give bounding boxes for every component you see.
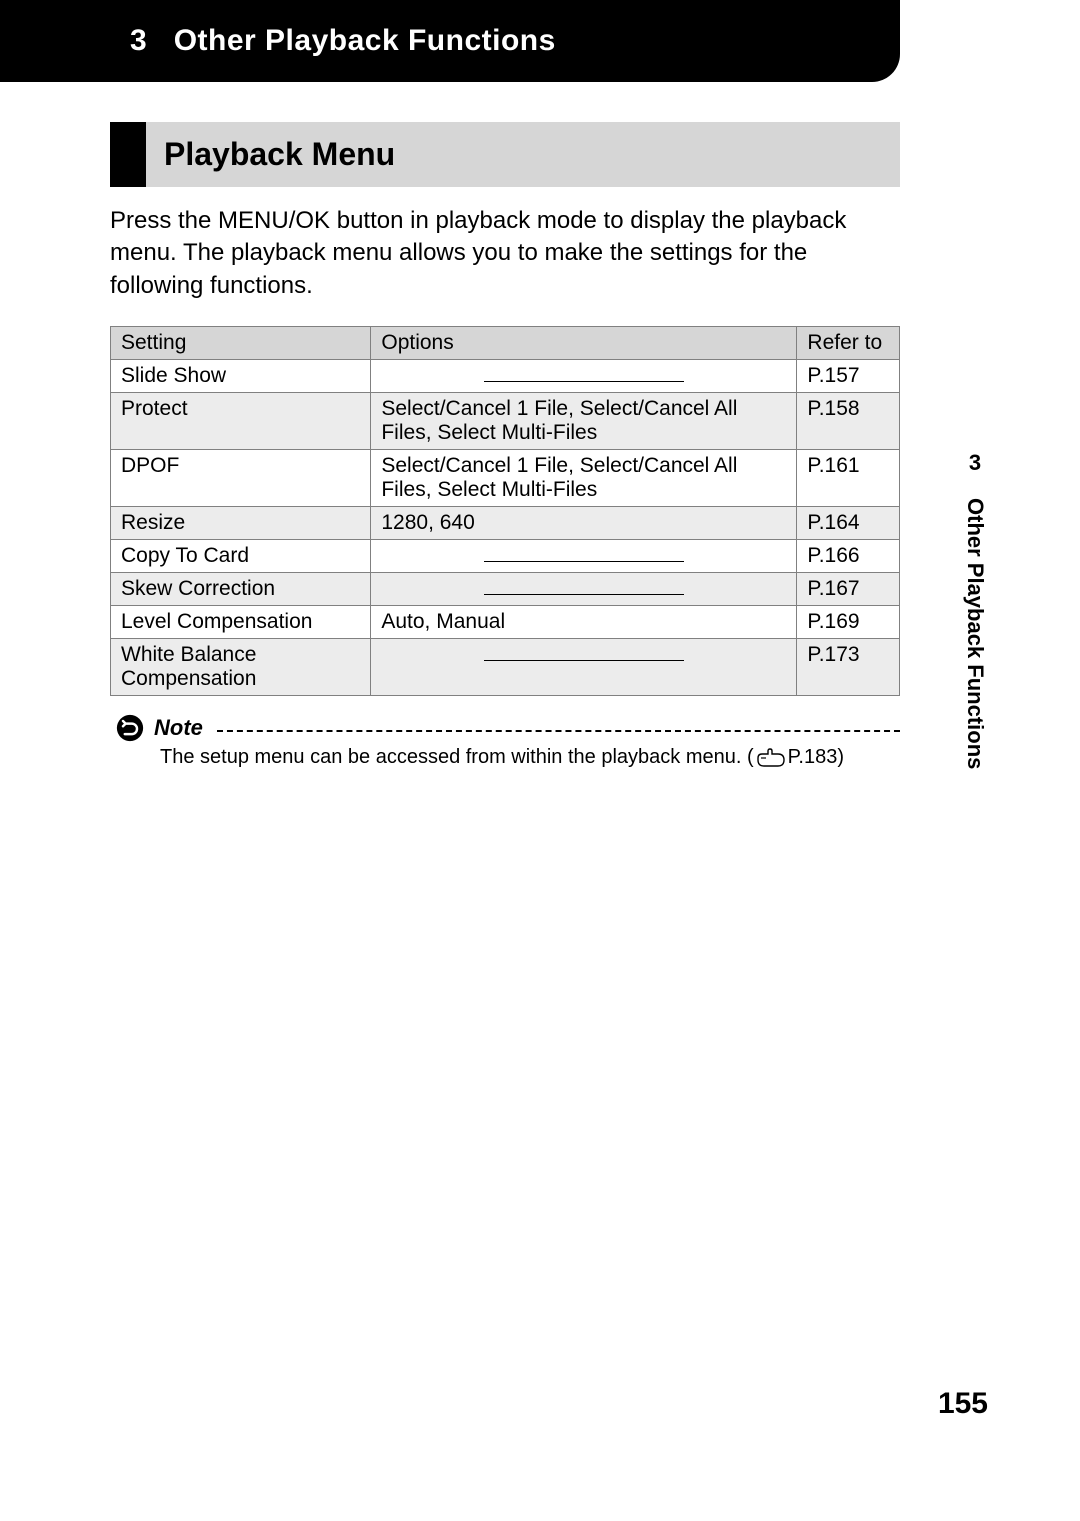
section-mark xyxy=(110,122,146,187)
cell-options xyxy=(371,360,797,393)
cell-refer: P.161 xyxy=(797,450,900,507)
note-ref-page: P.183 xyxy=(788,746,838,768)
table-row: Level CompensationAuto, ManualP.169 xyxy=(111,606,900,639)
note-block: Note The setup menu can be accessed from… xyxy=(110,714,900,769)
chapter-header: 3 Other Playback Functions xyxy=(0,0,900,82)
note-text: The setup menu can be accessed from with… xyxy=(116,742,900,769)
table-row: White Balance Compensation P.173 xyxy=(111,639,900,696)
cell-refer: P.157 xyxy=(797,360,900,393)
cell-options: Auto, Manual xyxy=(371,606,797,639)
col-refer: Refer to xyxy=(797,327,900,360)
cell-options: Select/Cancel 1 File, Select/Cancel All … xyxy=(371,393,797,450)
cell-setting: Level Compensation xyxy=(111,606,371,639)
table-row: Resize1280, 640P.164 xyxy=(111,507,900,540)
cell-refer: P.158 xyxy=(797,393,900,450)
col-setting: Setting xyxy=(111,327,371,360)
cell-options xyxy=(371,639,797,696)
page-number: 155 xyxy=(938,1387,988,1421)
table-header-row: Setting Options Refer to xyxy=(111,327,900,360)
note-dash-rule xyxy=(217,730,900,732)
table-row: Copy To Card P.166 xyxy=(111,540,900,573)
side-tab-text: Other Playback Functions xyxy=(962,498,988,769)
chapter-title: Other Playback Functions xyxy=(174,24,556,57)
cell-refer: P.164 xyxy=(797,507,900,540)
table-row: ProtectSelect/Cancel 1 File, Select/Canc… xyxy=(111,393,900,450)
cell-setting: Skew Correction xyxy=(111,573,371,606)
empty-dash-icon xyxy=(484,561,684,562)
empty-dash-icon xyxy=(484,660,684,661)
section-bar: Playback Menu xyxy=(110,122,900,187)
note-icon xyxy=(116,714,144,742)
cell-options xyxy=(371,573,797,606)
cell-setting: DPOF xyxy=(111,450,371,507)
table-row: Slide Show P.157 xyxy=(111,360,900,393)
empty-dash-icon xyxy=(484,594,684,595)
note-header: Note xyxy=(116,714,900,742)
note-text-before: The setup menu can be accessed from with… xyxy=(160,746,754,768)
cell-setting: White Balance Compensation xyxy=(111,639,371,696)
side-tab-number: 3 xyxy=(969,450,981,476)
table-row: DPOFSelect/Cancel 1 File, Select/Cancel … xyxy=(111,450,900,507)
cell-refer: P.173 xyxy=(797,639,900,696)
cell-options: Select/Cancel 1 File, Select/Cancel All … xyxy=(371,450,797,507)
cell-setting: Resize xyxy=(111,507,371,540)
cell-refer: P.166 xyxy=(797,540,900,573)
col-options: Options xyxy=(371,327,797,360)
chapter-number: 3 xyxy=(130,24,147,57)
page-content: Playback Menu Press the MENU/OK button i… xyxy=(0,82,1080,769)
section-title: Playback Menu xyxy=(146,122,413,187)
intro-paragraph: Press the MENU/OK button in playback mod… xyxy=(110,205,900,302)
settings-table: Setting Options Refer to Slide Show P.157… xyxy=(110,326,900,696)
cell-setting: Protect xyxy=(111,393,371,450)
note-text-after: ) xyxy=(837,746,844,768)
cell-refer: P.167 xyxy=(797,573,900,606)
cell-options xyxy=(371,540,797,573)
table-row: Skew Correction P.167 xyxy=(111,573,900,606)
cell-setting: Copy To Card xyxy=(111,540,371,573)
note-label: Note xyxy=(154,715,203,741)
pointing-hand-icon xyxy=(756,748,786,768)
empty-dash-icon xyxy=(484,381,684,382)
cell-setting: Slide Show xyxy=(111,360,371,393)
side-tab: 3 Other Playback Functions xyxy=(962,450,988,769)
cell-options: 1280, 640 xyxy=(371,507,797,540)
cell-refer: P.169 xyxy=(797,606,900,639)
